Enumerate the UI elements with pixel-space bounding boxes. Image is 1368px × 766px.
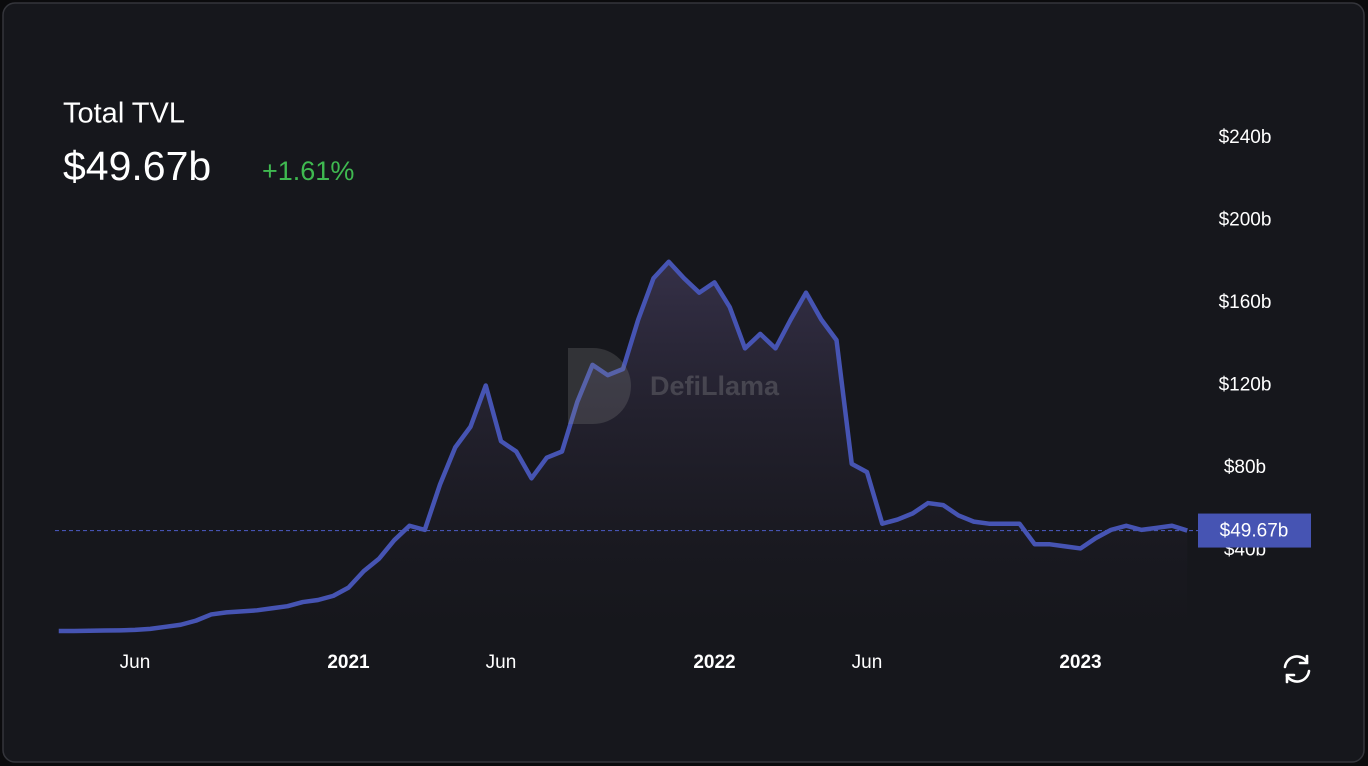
y-tick-label: $80b	[1224, 457, 1266, 478]
x-tick-label: 2023	[1059, 652, 1101, 673]
x-tick-label: 2021	[327, 652, 370, 673]
watermark-text: DefiLlama	[650, 371, 780, 401]
watermark-logo	[568, 348, 631, 424]
header-change: +1.61%	[262, 156, 354, 186]
area-fill	[58, 261, 1188, 633]
line	[58, 259, 1188, 634]
x-tick-label: 2022	[693, 652, 735, 673]
y-tick-label: $240b	[1219, 127, 1272, 148]
x-tick-label: Jun	[852, 652, 883, 673]
y-tick-label: $200b	[1219, 210, 1272, 231]
x-tick-label: Jun	[486, 652, 517, 673]
refresh-icon[interactable]	[1283, 654, 1311, 684]
current-value-label: $49.67b	[1220, 521, 1289, 542]
header-value: $49.67b	[63, 143, 211, 189]
header-title: Total TVL	[63, 98, 185, 130]
y-tick-label: $160b	[1219, 292, 1272, 313]
current-value-tag	[1198, 513, 1311, 548]
watermark: DefiLlama	[568, 348, 780, 424]
y-tick-label: $120b	[1219, 375, 1272, 396]
x-tick-label: Jun	[120, 652, 151, 673]
